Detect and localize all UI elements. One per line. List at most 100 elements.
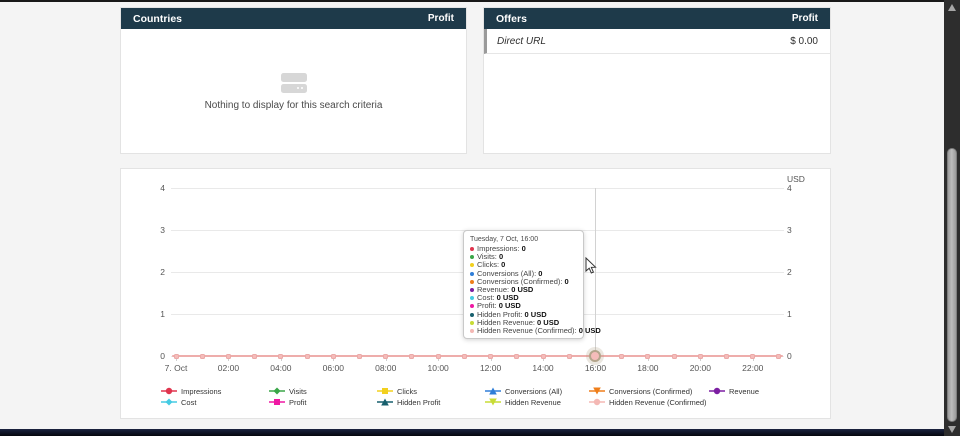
series-marker[interactable] [619,353,625,359]
legend-item[interactable]: Hidden Profit [377,397,440,407]
offers-panel-title: Offers [496,12,527,25]
legend-marker-icon [589,397,605,407]
legend-label: Hidden Revenue (Confirmed) [609,397,707,407]
y-axis-label-right: 1 [787,309,792,319]
scroll-down-icon[interactable] [948,426,956,433]
legend-marker-icon [161,386,177,396]
series-marker[interactable] [199,353,205,359]
series-marker[interactable] [278,353,284,359]
series-marker[interactable] [383,353,389,359]
legend-label: Revenue [729,386,760,396]
tooltip-label: Conversions (Confirmed): [477,276,565,286]
tooltip-row: Hidden Revenue: 0 USD [470,318,577,327]
y-axis-label-left: 2 [160,267,165,277]
x-axis-label: 7. Oct [164,363,188,373]
legend-item[interactable]: Conversions (Confirmed) [589,386,692,396]
series-marker[interactable] [697,353,703,359]
tooltip-label: Profit: [477,301,499,311]
series-marker[interactable] [566,353,572,359]
tooltip-row-list: Impressions: 0 Visits: 0 Clicks: 0 Conversi… [470,244,601,335]
legend-item[interactable]: Hidden Revenue [485,397,561,407]
tooltip-label: Clicks: [477,260,502,270]
series-marker[interactable] [435,353,441,359]
y-axis-label-left: 1 [160,309,165,319]
legend-label: Clicks [397,386,417,396]
tooltip-row: Hidden Revenue (Confirmed): 0 USD [470,326,601,335]
countries-empty-message: Nothing to display for this search crite… [204,99,383,111]
legend-item[interactable]: Revenue [709,386,759,396]
tooltip-row: Profit: 0 USD [470,302,577,310]
series-marker[interactable] [776,353,782,359]
x-axis-label: 18:00 [637,363,659,373]
series-marker[interactable] [488,353,494,359]
tooltip-value: 0 USD [578,326,601,336]
series-marker[interactable] [330,353,336,359]
series-marker[interactable] [514,353,520,359]
legend-item[interactable]: Profit [269,397,307,407]
x-axis-tick [543,357,545,361]
x-axis-label: 04:00 [270,363,292,373]
x-axis-label: 06:00 [322,363,344,373]
tooltip-bullet [470,255,474,260]
crosshair-line [595,188,597,354]
tooltip-value: 0 USD [498,301,521,311]
legend-marker-icon [377,386,393,396]
x-axis-tick [228,357,230,361]
offers-row-list: Direct URL $ 0.00 [484,29,830,54]
tooltip-label: Visits: [477,252,499,262]
tooltip-value: 0 USD [496,293,519,303]
legend-item[interactable]: Conversions (All) [485,386,562,396]
series-marker[interactable] [173,353,179,359]
scroll-up-icon[interactable] [948,4,956,11]
tooltip-bullet [470,279,474,284]
countries-panel-header: Countries Profit [121,8,466,29]
y-axis-label-left: 3 [160,225,165,235]
offer-profit-value: $ 0.00 [790,35,818,47]
series-marker[interactable] [540,353,546,359]
series-marker[interactable] [409,353,415,359]
series-marker[interactable] [645,353,651,359]
hovered-series-marker[interactable] [589,350,602,362]
x-axis-label: 14:00 [532,363,554,373]
legend-marker-icon [485,397,501,407]
series-marker[interactable] [671,353,677,359]
scrollbar-thumb[interactable] [947,148,957,422]
offer-row[interactable]: Direct URL $ 0.00 [484,29,830,54]
tooltip-header: Tuesday, 7 Oct, 16:00 [470,236,539,243]
legend-label: Hidden Revenue [505,397,561,407]
vertical-scrollbar[interactable] [944,0,960,436]
legend-item[interactable]: Impressions [161,386,221,396]
tooltip-bullet [470,288,474,293]
series-marker[interactable] [461,353,467,359]
tooltip-label: Cost: [477,293,497,303]
tooltip-bullet [470,320,474,325]
series-marker[interactable] [750,353,756,359]
series-marker[interactable] [225,353,231,359]
x-axis-label: 16:00 [584,363,607,373]
tooltip-bullet [470,271,474,276]
tooltip-value: 0 USD [511,285,534,295]
series-marker[interactable] [252,353,258,359]
y-axis-label-right: 3 [787,225,792,235]
tooltip-value: 0 [498,252,504,262]
tooltip-row: Visits: 0 [470,253,577,261]
offers-profit-column-label: Profit [791,13,818,24]
x-axis-tick [647,357,649,361]
y-axis-label-right: 0 [787,351,792,361]
legend-item[interactable]: Clicks [377,386,417,396]
y-axis-label-left: 0 [160,351,165,361]
legend-item[interactable]: Cost [161,397,196,407]
tooltip-value: 0 [521,244,526,253]
legend-item[interactable]: Visits [269,386,307,396]
legend-marker-icon [589,386,605,396]
x-axis-label: 22:00 [742,363,764,373]
legend-label: Conversions (Confirmed) [609,386,693,396]
tooltip-bullet [470,296,474,301]
series-marker[interactable] [304,353,310,359]
offers-panel: Offers Profit Direct URL $ 0.00 [483,7,831,154]
series-marker[interactable] [724,353,730,359]
legend-item[interactable]: Hidden Revenue (Confirmed) [589,397,707,407]
tooltip-label: Revenue: [477,285,512,295]
series-marker[interactable] [357,353,363,359]
legend-marker-icon [269,397,285,407]
